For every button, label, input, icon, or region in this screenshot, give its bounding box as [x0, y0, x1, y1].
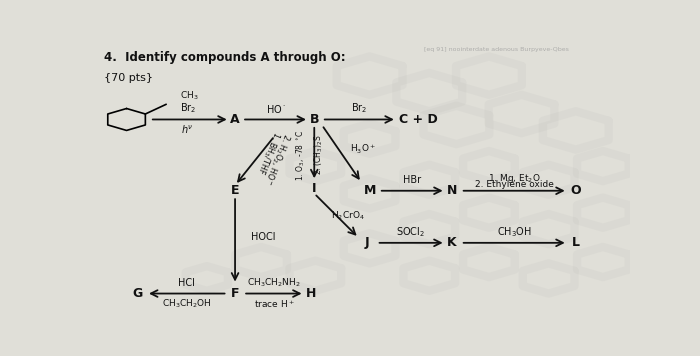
Text: 1. BH$_3$/THF: 1. BH$_3$/THF [254, 129, 283, 176]
Text: I: I [312, 182, 316, 195]
Text: G: G [132, 287, 143, 300]
Text: F: F [231, 287, 239, 300]
Text: HO$^\cdot$: HO$^\cdot$ [266, 103, 286, 115]
Text: 2. H$_2$O$_2$, HO$^-$: 2. H$_2$O$_2$, HO$^-$ [260, 131, 293, 186]
Text: {70 pts}: {70 pts} [104, 73, 153, 83]
Text: L: L [572, 236, 580, 249]
Text: HBr: HBr [403, 175, 421, 185]
Text: CH$_3$: CH$_3$ [179, 90, 198, 102]
Text: HCl: HCl [178, 278, 195, 288]
Text: Br$_2$: Br$_2$ [351, 101, 367, 115]
Text: Br$_2$: Br$_2$ [180, 101, 196, 115]
Text: K: K [447, 236, 457, 249]
Text: 2. (CH$_3$)$_2$S: 2. (CH$_3$)$_2$S [312, 135, 325, 176]
Text: A: A [230, 113, 240, 126]
Text: HOCl: HOCl [251, 232, 276, 242]
Text: CH$_3$CH$_2$OH: CH$_3$CH$_2$OH [162, 298, 211, 310]
Text: CH$_3$OH: CH$_3$OH [497, 225, 532, 239]
Text: J: J [365, 236, 370, 249]
Text: H$_2$CrO$_4$: H$_2$CrO$_4$ [330, 209, 365, 222]
Text: B: B [309, 113, 319, 126]
Text: M: M [363, 184, 376, 197]
Text: O: O [570, 184, 581, 197]
Text: C + D: C + D [399, 113, 438, 126]
Text: [eq 91] noointerdate adenous Burpyeve-Qbes: [eq 91] noointerdate adenous Burpyeve-Qb… [424, 47, 568, 52]
Text: 1. Mg, Et$_2$O: 1. Mg, Et$_2$O [488, 172, 541, 185]
Text: h$^\nu$: h$^\nu$ [181, 124, 192, 136]
Text: 4.  Identify compounds A through O:: 4. Identify compounds A through O: [104, 51, 345, 64]
Text: 1. O$_3$, -78 $^\circ$C: 1. O$_3$, -78 $^\circ$C [295, 129, 307, 181]
Text: SOCl$_2$: SOCl$_2$ [396, 225, 426, 239]
Text: H: H [306, 287, 316, 300]
Text: H$_3$O$^+$: H$_3$O$^+$ [350, 143, 376, 156]
Text: E: E [231, 184, 239, 197]
Text: trace H$^+$: trace H$^+$ [253, 298, 295, 310]
Text: 2. Ethylene oxide: 2. Ethylene oxide [475, 180, 554, 189]
Text: CH$_3$CH$_2$NH$_2$: CH$_3$CH$_2$NH$_2$ [247, 276, 301, 289]
Text: N: N [447, 184, 457, 197]
